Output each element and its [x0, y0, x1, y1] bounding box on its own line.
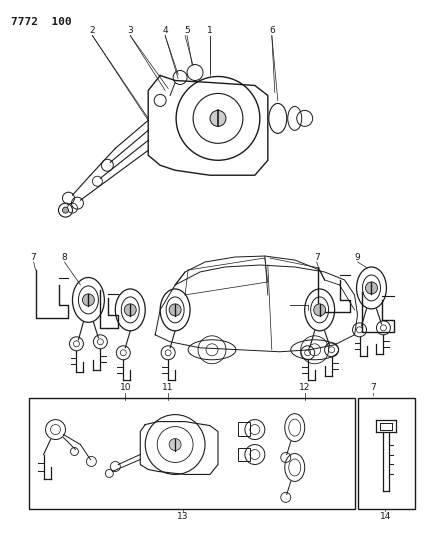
Text: 10: 10	[119, 383, 131, 392]
Text: 9: 9	[355, 253, 360, 262]
Circle shape	[210, 110, 226, 126]
Text: 7: 7	[371, 383, 376, 392]
Text: 11: 11	[162, 383, 174, 392]
Text: 1: 1	[207, 26, 213, 35]
Text: 12: 12	[299, 383, 310, 392]
Circle shape	[83, 294, 95, 306]
Circle shape	[314, 304, 326, 316]
Text: 2: 2	[89, 26, 95, 35]
Text: 3: 3	[128, 26, 133, 35]
Circle shape	[366, 282, 377, 294]
Bar	[238, 422, 250, 435]
Text: 7: 7	[31, 253, 36, 262]
Circle shape	[169, 304, 181, 316]
Text: 13: 13	[177, 512, 189, 521]
Text: 7: 7	[314, 253, 320, 262]
Circle shape	[124, 304, 136, 316]
Circle shape	[169, 439, 181, 450]
Text: 6: 6	[269, 26, 275, 35]
Text: 4: 4	[162, 26, 168, 35]
Text: 14: 14	[380, 512, 391, 521]
Text: 7772  100: 7772 100	[11, 17, 71, 27]
Bar	[238, 448, 250, 462]
Text: 5: 5	[184, 26, 190, 35]
Circle shape	[62, 207, 68, 213]
Bar	[29, 398, 354, 510]
Text: 8: 8	[62, 253, 67, 262]
Bar	[357, 398, 415, 510]
